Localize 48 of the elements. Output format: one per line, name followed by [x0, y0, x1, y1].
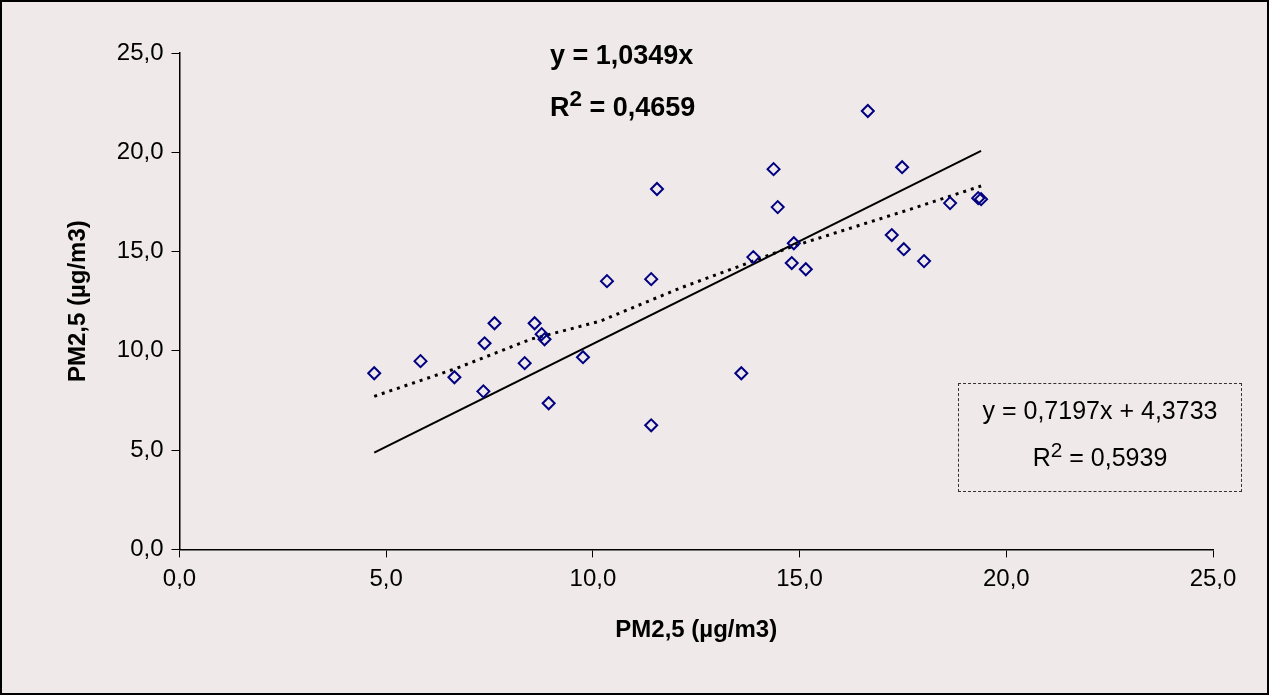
x-tick-label: 5,0	[369, 564, 403, 592]
point	[527, 316, 542, 331]
point	[896, 242, 911, 257]
x-tick-label: 20,0	[982, 564, 1030, 592]
point	[541, 396, 556, 411]
annotation: y = 0,7197x + 4,3733	[981, 395, 1219, 426]
point	[770, 200, 785, 215]
x-tick-label: 10,0	[569, 564, 617, 592]
point	[884, 228, 899, 243]
point	[895, 160, 910, 175]
y-tick-label: 10,0	[116, 335, 164, 363]
annotation: R$^{2}$ = 0,5939	[1031, 437, 1169, 474]
annotation: R$^{2}$ = 0,4659	[550, 86, 696, 123]
annotation: y = 1,0349x	[550, 40, 694, 71]
point	[784, 256, 799, 271]
y-tick-label: 5,0	[130, 434, 164, 462]
x-tick-label: 25,0	[1189, 564, 1237, 592]
dashed-frame: y = 0,7197x + 4,3733 R$^{2}$ = 0,5939	[958, 383, 1242, 492]
y-tick-label: 15,0	[116, 236, 164, 264]
point	[917, 254, 932, 269]
x-tick-label: 0,0	[162, 564, 197, 592]
point	[786, 236, 801, 251]
point	[534, 327, 549, 342]
point	[644, 418, 659, 433]
point	[477, 336, 492, 351]
point	[537, 332, 552, 347]
point	[798, 262, 813, 277]
point	[447, 370, 462, 385]
x-axis-title: PM2,5 (µg/m3)	[615, 615, 778, 643]
y-axis-title: PM2,5 (µg/m3)	[63, 220, 91, 383]
point	[766, 162, 781, 177]
point	[860, 103, 875, 118]
x-tick-label: 15,0	[776, 564, 823, 592]
point	[649, 182, 664, 197]
y-tick-label: 20,0	[116, 136, 164, 164]
point	[746, 250, 761, 265]
y-tick-label: 25,0	[116, 37, 164, 65]
point	[517, 356, 532, 371]
point	[476, 384, 491, 399]
point	[943, 196, 958, 211]
y-tick-label: 0,0	[130, 534, 164, 562]
point	[734, 366, 749, 381]
point	[644, 272, 659, 287]
point	[575, 350, 590, 365]
point	[367, 366, 382, 381]
point	[487, 316, 502, 331]
point	[413, 354, 428, 369]
point	[599, 274, 614, 289]
